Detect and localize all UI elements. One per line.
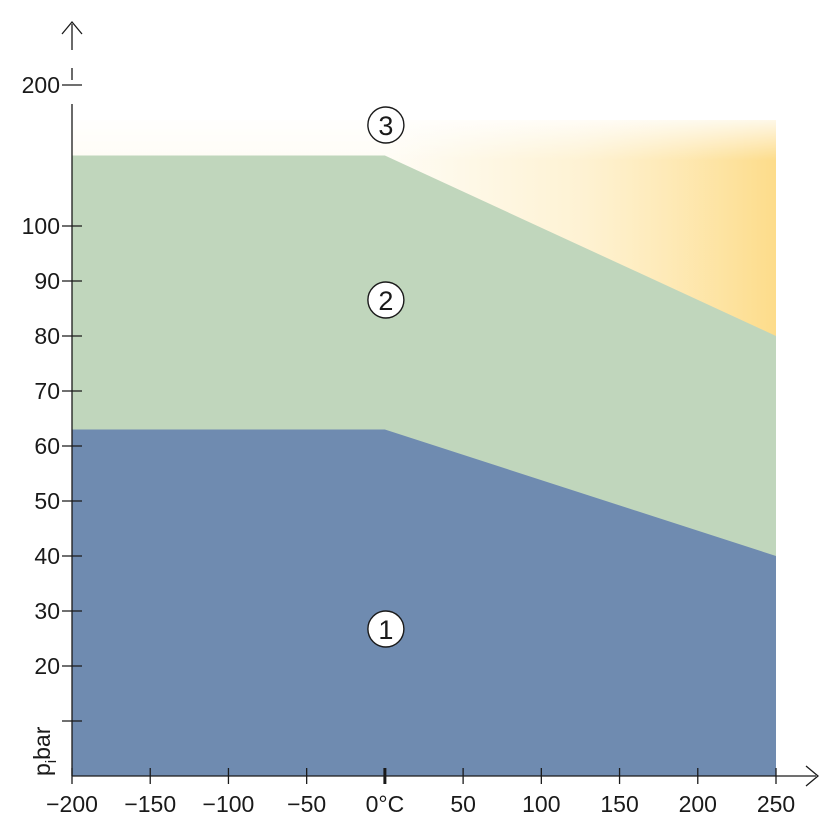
y-tick-label-6: 70 <box>34 378 60 404</box>
zone-2-marker-label: 2 <box>378 286 393 316</box>
y-axis-label-unit: bar <box>29 726 55 760</box>
zone-1-marker-label: 1 <box>378 615 393 645</box>
y-axis-label: pibar <box>29 726 60 776</box>
y-tick-label-3: 40 <box>34 543 60 569</box>
x-tick-label-5: 50 <box>450 791 476 817</box>
zone-2-marker-circle <box>367 281 405 319</box>
axes-layer: −200 −150 −100 −50 0°C 50 100 150 200 250 20 30 40 50… <box>22 20 820 817</box>
y-tick-label-5: 60 <box>34 433 60 459</box>
y-tick-label-10: 200 <box>22 72 60 98</box>
x-tick-label-6: 100 <box>522 791 560 817</box>
y-axis-arrow <box>61 20 83 35</box>
x-tick-label-8: 200 <box>679 791 717 817</box>
x-tick-label-7: 150 <box>600 791 638 817</box>
y-axis-label-subscript: i <box>43 760 60 763</box>
zone-3-marker-label: 3 <box>378 111 393 141</box>
x-tick-label-2: −100 <box>203 791 255 817</box>
zone-1-area <box>72 429 776 776</box>
x-tick-label-4: 0°C <box>366 791 405 817</box>
y-tick-label-2: 30 <box>34 598 60 624</box>
x-tick-label-9: 250 <box>757 791 795 817</box>
zone-markers-layer: 1 2 3 <box>367 106 405 648</box>
zone-3-marker-circle <box>367 106 405 144</box>
x-axis-arrow <box>805 765 820 787</box>
x-tick-label-1: −150 <box>124 791 176 817</box>
x-tick-label-0: −200 <box>46 791 98 817</box>
y-axis-label-symbol: p <box>29 763 55 776</box>
x-tick-label-3: −50 <box>287 791 326 817</box>
y-tick-label-7: 80 <box>34 323 60 349</box>
y-tick-label-9: 100 <box>22 213 60 239</box>
y-tick-label-8: 90 <box>34 268 60 294</box>
y-tick-label-4: 50 <box>34 488 60 514</box>
y-tick-label-1: 20 <box>34 653 60 679</box>
zones-layer <box>72 119 776 776</box>
zone-1-marker-circle <box>367 610 405 648</box>
